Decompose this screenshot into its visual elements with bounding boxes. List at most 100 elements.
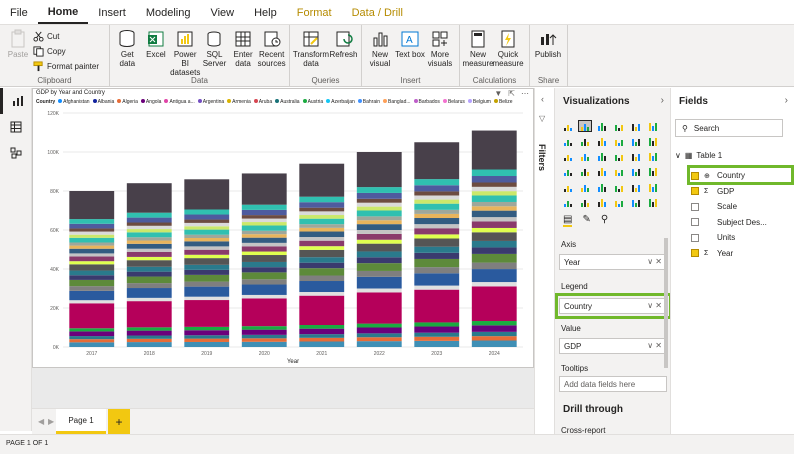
field-item[interactable]: Scale <box>691 202 737 211</box>
legend-well[interactable]: Country ∨ ✕ <box>559 298 667 314</box>
axis-well[interactable]: Year ∨ ✕ <box>559 254 667 270</box>
field-item[interactable]: Σ Year <box>691 249 733 258</box>
visual-type-icon[interactable] <box>646 196 660 208</box>
visual-type-icon[interactable] <box>595 196 609 208</box>
field-item[interactable]: Σ GDP <box>691 187 734 196</box>
legend-item[interactable]: Antigua a... <box>164 99 195 107</box>
more-options-icon[interactable]: ⋯ <box>521 89 529 98</box>
recent-sources-button[interactable]: Recent sources <box>257 27 286 86</box>
field-checkbox[interactable] <box>691 187 699 195</box>
visual-type-icon[interactable] <box>595 165 609 177</box>
menu-file[interactable]: File <box>10 7 28 19</box>
menu-data-drill[interactable]: Data / Drill <box>351 7 403 19</box>
analytics-tab-icon[interactable]: ⚲ <box>600 214 609 225</box>
next-page-icon[interactable]: ▶ <box>48 417 55 426</box>
report-view-button[interactable] <box>0 88 32 114</box>
visual-type-icon[interactable] <box>578 181 592 193</box>
new-measure-button[interactable]: New measure <box>462 27 494 86</box>
legend-item[interactable]: Azerbaijan <box>326 99 355 107</box>
scrollbar[interactable] <box>664 238 668 368</box>
visual-type-icon[interactable] <box>595 135 609 147</box>
transform-data-button[interactable]: Transform data <box>293 27 329 86</box>
publish-button[interactable]: Publish <box>533 27 563 86</box>
refresh-button[interactable]: Refresh <box>329 27 358 86</box>
text-box-button[interactable]: A Text box <box>395 27 425 86</box>
quick-measure-button[interactable]: Quick measure <box>492 27 524 86</box>
field-item[interactable]: ⊕ Country <box>691 171 745 180</box>
paste-button[interactable]: Paste <box>3 27 33 86</box>
new-visual-button[interactable]: New visual <box>365 27 395 86</box>
value-well[interactable]: GDP ∨ ✕ <box>559 338 667 354</box>
more-visuals-button[interactable]: More visuals <box>425 27 455 86</box>
legend-item[interactable]: Belize <box>493 99 513 107</box>
collapse-fields-icon[interactable]: › <box>784 95 788 106</box>
add-page-button[interactable]: + <box>108 409 130 434</box>
legend-item[interactable]: Australia <box>275 99 300 107</box>
visual-type-icon[interactable] <box>629 120 643 132</box>
legend-item[interactable]: Afghanistan <box>58 99 90 107</box>
legend-item[interactable]: Algeria <box>117 99 138 107</box>
tooltips-well[interactable]: Add data fields here <box>559 376 667 392</box>
visual-type-icon[interactable] <box>578 165 592 177</box>
menu-home[interactable]: Home <box>37 2 89 24</box>
visual-type-icon[interactable] <box>629 181 643 193</box>
field-item[interactable]: Subject Des... <box>691 218 767 227</box>
enter-data-button[interactable]: Enter data <box>229 27 258 86</box>
legend-item[interactable]: Banglad... <box>383 99 411 107</box>
prev-page-icon[interactable]: ◀ <box>38 417 45 426</box>
format-painter-button[interactable]: Format painter <box>33 59 99 74</box>
visual-type-icon[interactable] <box>612 120 626 132</box>
legend-well-controls-icon[interactable]: ∨ ✕ <box>647 301 662 310</box>
legend-item[interactable]: Aruba <box>253 99 272 107</box>
field-checkbox[interactable] <box>691 202 699 211</box>
visual-type-icon[interactable] <box>612 196 626 208</box>
menu-view[interactable]: View <box>210 7 235 19</box>
visual-type-icon[interactable] <box>561 181 575 193</box>
filters-pane[interactable]: ‹ ▽ Filters <box>534 88 554 434</box>
value-well-controls-icon[interactable]: ∨ ✕ <box>647 341 662 350</box>
legend-item[interactable]: Austria <box>302 99 323 107</box>
field-checkbox[interactable] <box>691 233 699 242</box>
menu-insert[interactable]: Insert <box>98 7 126 19</box>
format-tab-icon[interactable]: ✎ <box>582 214 591 225</box>
visual-type-icon[interactable] <box>612 135 626 147</box>
focus-mode-icon[interactable]: ⇱ <box>508 89 515 98</box>
collapse-visualizations-icon[interactable]: › <box>660 95 664 106</box>
visual-type-icon[interactable] <box>629 196 643 208</box>
visual-type-icon[interactable] <box>561 135 575 147</box>
visual-type-icon[interactable] <box>595 181 609 193</box>
fields-tab-icon[interactable]: ▤ <box>563 214 573 227</box>
field-checkbox[interactable] <box>691 249 699 257</box>
visual-type-icon[interactable] <box>629 150 643 162</box>
visual-type-icon[interactable] <box>595 120 609 132</box>
visual-type-icon[interactable] <box>629 135 643 147</box>
legend-item[interactable]: Bahrain <box>357 99 380 107</box>
visual-type-icon[interactable] <box>561 120 575 132</box>
visual-type-icon[interactable] <box>646 150 660 162</box>
filter-icon[interactable]: ▼ <box>494 89 503 98</box>
visual-type-icon[interactable] <box>646 165 660 177</box>
expand-chevron-icon[interactable]: ∨ <box>675 151 681 160</box>
model-view-button[interactable] <box>0 140 32 166</box>
legend-item[interactable]: Argentina <box>197 99 224 107</box>
field-item[interactable]: Units <box>691 233 735 242</box>
legend-item[interactable]: Angola <box>140 99 161 107</box>
cut-button[interactable]: Cut <box>33 29 99 44</box>
legend-item[interactable]: Armenia <box>227 99 251 107</box>
visual-type-icon[interactable] <box>578 150 592 162</box>
visual-type-icon[interactable] <box>646 135 660 147</box>
stacked-column-visual[interactable]: GDP by Year and Country ▼ ⇱ ⋯ Country Af… <box>32 88 534 368</box>
menu-modeling[interactable]: Modeling <box>145 7 191 19</box>
menu-format[interactable]: Format <box>296 7 332 19</box>
power-bi-datasets-button[interactable]: Power BI datasets <box>170 27 200 86</box>
fields-search-box[interactable]: ⚲ Search <box>675 119 783 137</box>
visual-type-icon[interactable] <box>578 135 592 147</box>
get-data-button[interactable]: Get data <box>113 27 142 86</box>
visual-type-icon[interactable] <box>646 120 660 132</box>
visual-type-icon[interactable] <box>595 150 609 162</box>
excel-button[interactable]: Excel <box>142 27 171 86</box>
visual-type-icon[interactable] <box>561 196 575 208</box>
visual-type-icon[interactable] <box>612 181 626 193</box>
collapse-filters-icon[interactable]: ‹ <box>541 94 544 104</box>
legend-item[interactable]: Albania <box>92 99 114 107</box>
